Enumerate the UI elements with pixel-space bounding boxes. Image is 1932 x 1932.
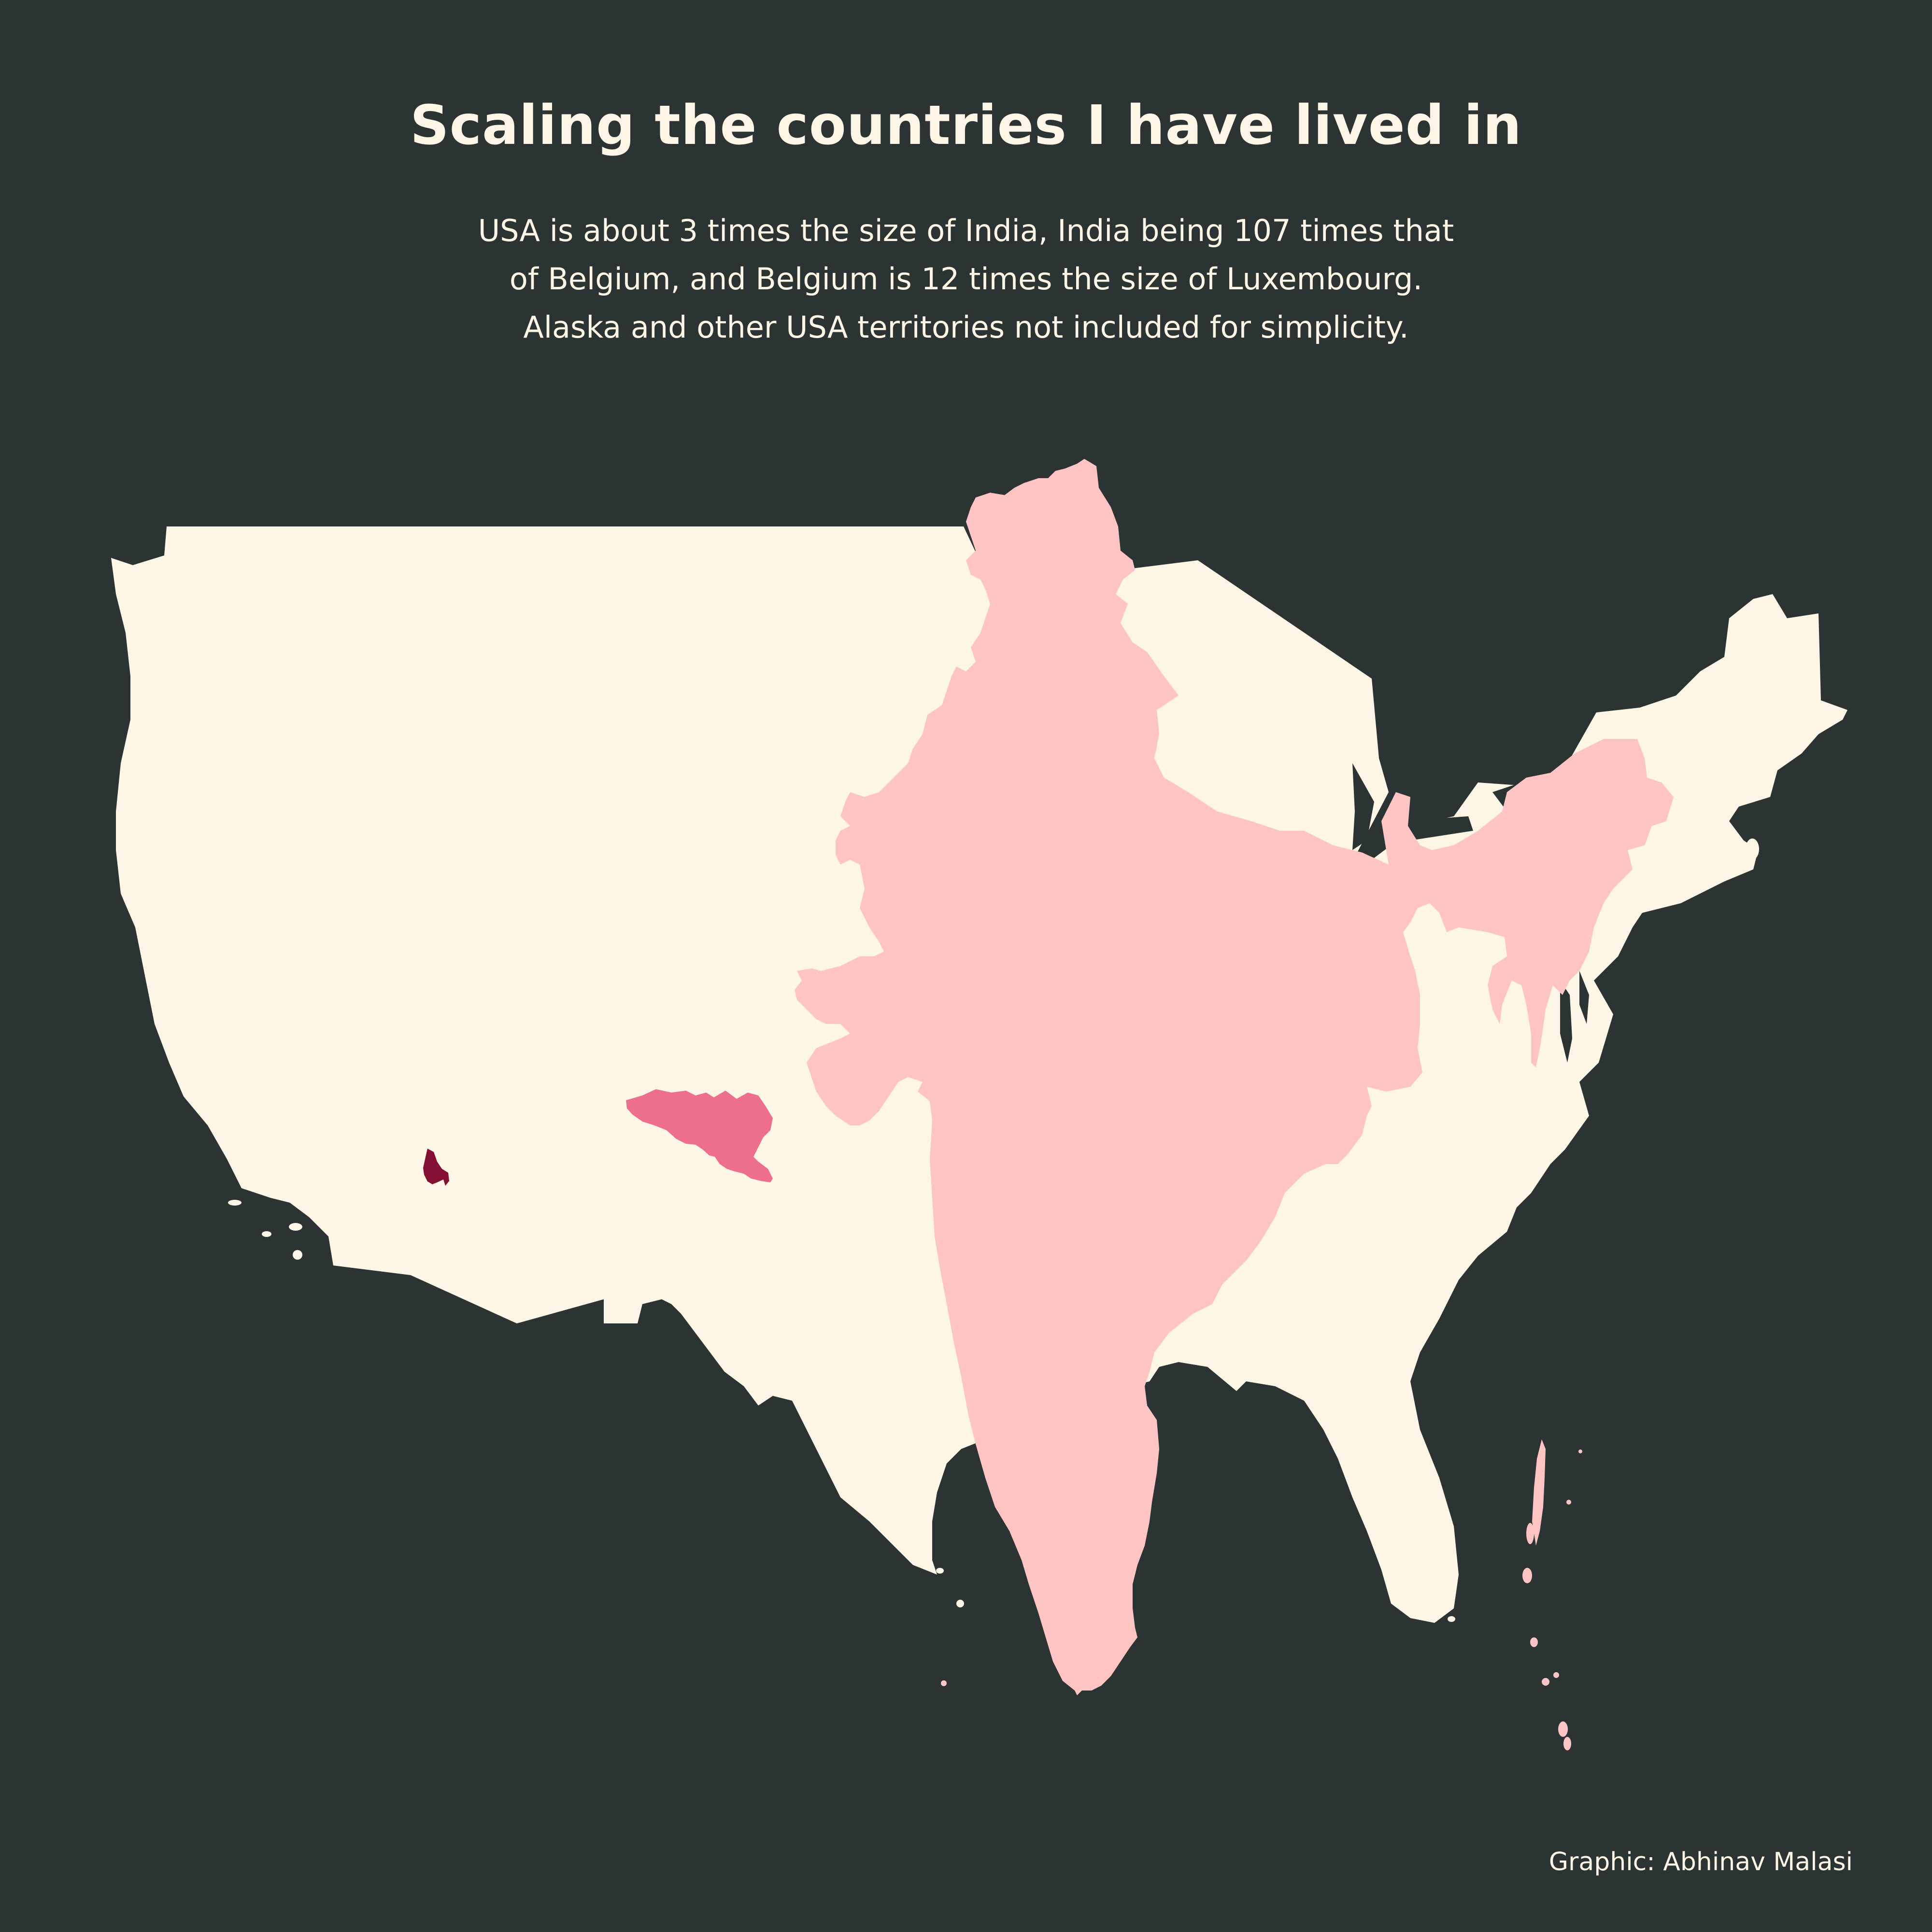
subtitle-line-2: of Belgium, and Belgium is 12 times the …	[509, 261, 1423, 297]
credit-text: Graphic: Abhinav Malasi	[1548, 1847, 1853, 1876]
east-coast-bays	[1560, 971, 1589, 1063]
luxembourg-shape	[423, 1149, 449, 1186]
usa-islands	[228, 838, 1759, 1622]
sri-lanka-dot	[941, 1680, 947, 1686]
subtitle-line-3: Alaska and other USA territories not inc…	[523, 310, 1409, 345]
andaman-nicobar-islands	[1522, 1439, 1582, 1750]
subtitle-line-1: USA is about 3 times the size of India, …	[478, 213, 1454, 248]
page-title: Scaling the countries I have lived in	[410, 94, 1522, 157]
subtitle: USA is about 3 times the size of India, …	[338, 207, 1594, 352]
belgium-shape	[626, 1089, 773, 1182]
india-shape	[795, 459, 1674, 1695]
